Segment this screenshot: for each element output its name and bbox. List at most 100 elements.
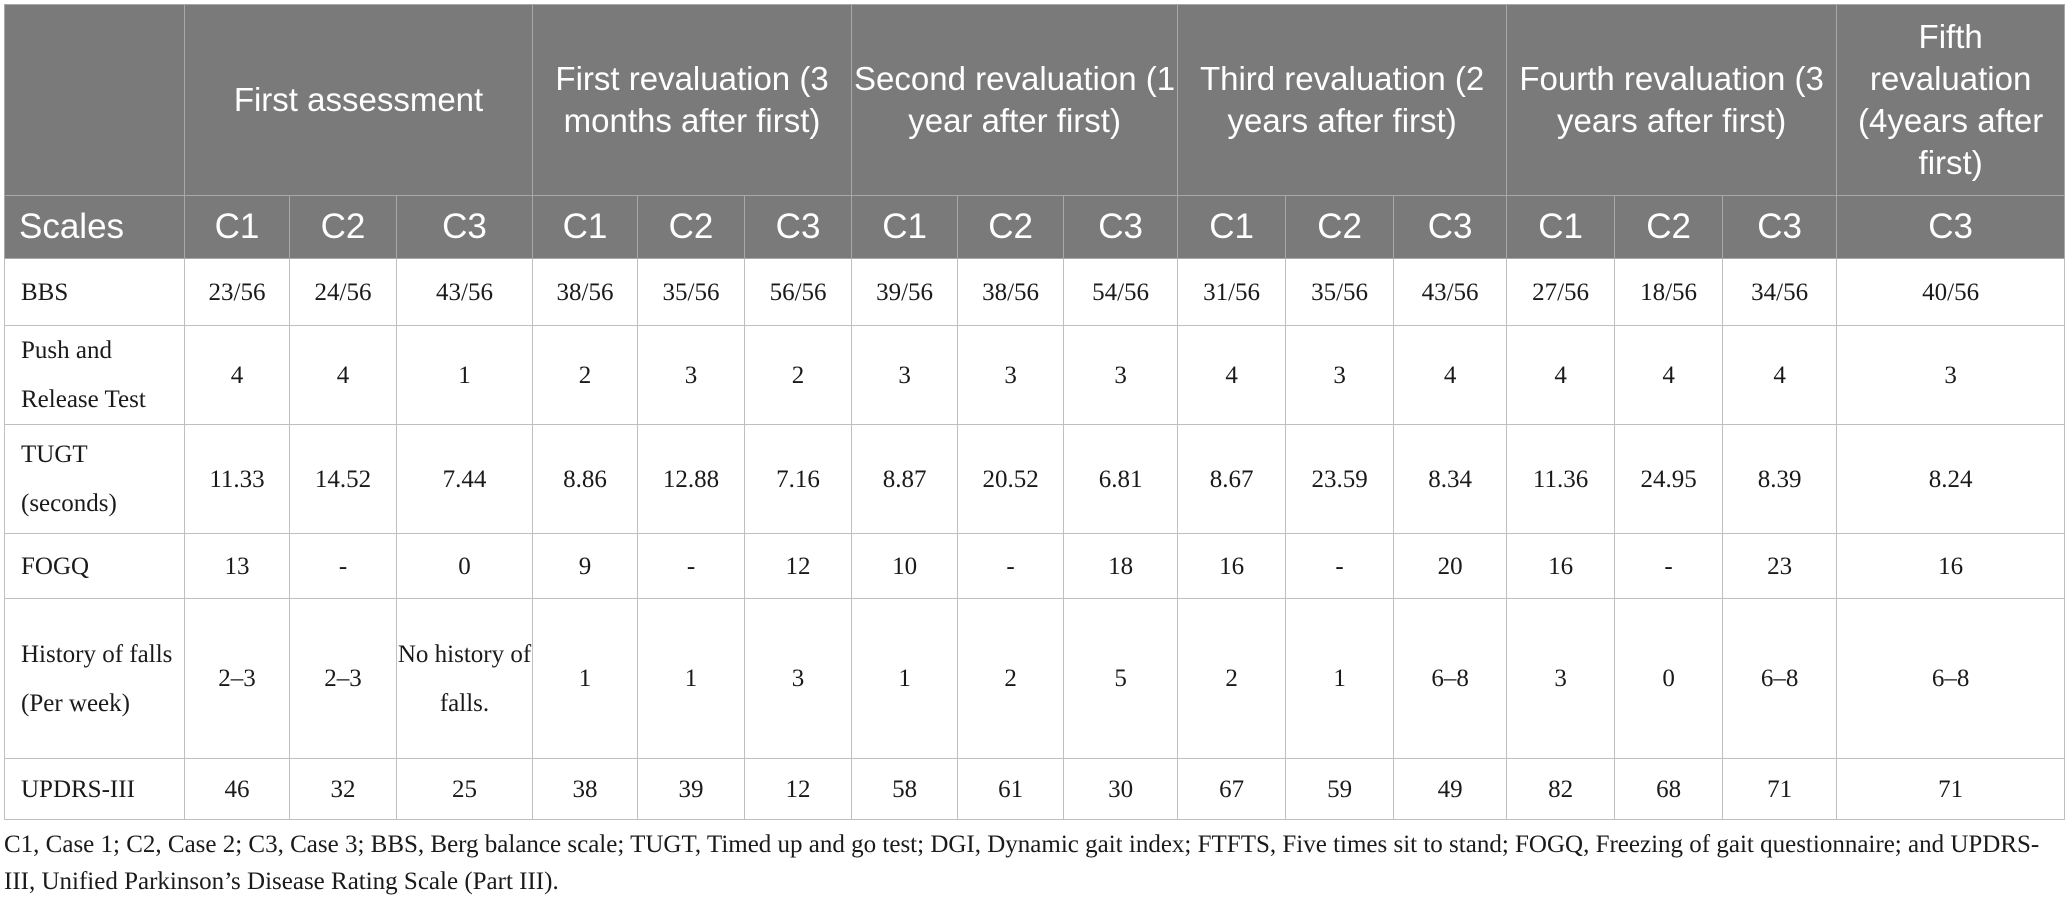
table-cell: 3 [637, 325, 746, 425]
table-cell: 18 [1063, 533, 1179, 599]
table-cell: 11.33 [184, 424, 290, 534]
table-cell: 49 [1393, 758, 1508, 820]
table-cell: 23.59 [1285, 424, 1395, 534]
table-cell: 56/56 [744, 258, 853, 326]
table-cell: 13 [184, 533, 290, 599]
header-case: C1 [1177, 195, 1287, 259]
header-case: C2 [1614, 195, 1724, 259]
table-cell: 30 [1063, 758, 1179, 820]
table-cell: 12.88 [637, 424, 746, 534]
row-label: UPDRS-III [4, 758, 185, 820]
table-cell: 38/56 [532, 258, 639, 326]
table-cell: No history of falls. [395, 598, 534, 759]
table-cell: 67 [1177, 758, 1287, 820]
group-header-row: First assessment First revaluation (3 mo… [4, 4, 2066, 196]
table-cell: 43/56 [395, 258, 534, 326]
header-case: C3 [1836, 195, 2066, 259]
table-cell: 12 [744, 758, 853, 820]
header-scales: Scales [4, 195, 185, 259]
table-cell: 8.86 [532, 424, 639, 534]
table-cell: 39/56 [851, 258, 959, 326]
table-cell: 43/56 [1393, 258, 1508, 326]
table-cell: - [957, 533, 1065, 599]
table-cell: 31/56 [1177, 258, 1287, 326]
table-cell: 4 [1722, 325, 1838, 425]
header-case: C2 [289, 195, 397, 259]
header-first-assessment: First assessment [183, 4, 534, 196]
row-label: TUGT (seconds) [4, 424, 185, 534]
table-cell: 6–8 [1393, 598, 1508, 759]
row-label: Push and Release Test [4, 325, 185, 425]
table-cell: 0 [1614, 598, 1724, 759]
table-cell: 4 [1506, 325, 1616, 425]
table-cell: 27/56 [1506, 258, 1616, 326]
row-label: FOGQ [4, 533, 185, 599]
header-case: C1 [532, 195, 639, 259]
table-cell: 10 [851, 533, 959, 599]
table-cell: 8.39 [1722, 424, 1838, 534]
table-cell: 1 [851, 598, 959, 759]
table-cell: 3 [1285, 325, 1395, 425]
table-cell: - [637, 533, 746, 599]
table-cell: 16 [1506, 533, 1616, 599]
row-label: History of falls (Per week) [4, 598, 185, 759]
header-case: C3 [1063, 195, 1179, 259]
table-cell: 35/56 [637, 258, 746, 326]
table-cell: 0 [395, 533, 534, 599]
table-cell: 6–8 [1836, 598, 2066, 759]
table-cell: 54/56 [1063, 258, 1179, 326]
header-case: C3 [744, 195, 853, 259]
table-cell: 4 [184, 325, 290, 425]
header-case: C1 [184, 195, 290, 259]
table-cell: 3 [1506, 598, 1616, 759]
table-cell: 2–3 [184, 598, 290, 759]
header-second-revaluation: Second revaluation (1 year after first) [851, 4, 1179, 196]
table-cell: 3 [1063, 325, 1179, 425]
table-cell: 46 [184, 758, 290, 820]
table-cell: - [1614, 533, 1724, 599]
table-cell: 24.95 [1614, 424, 1724, 534]
table-cell: 8.24 [1836, 424, 2066, 534]
table-cell: 71 [1722, 758, 1838, 820]
table-cell: 71 [1836, 758, 2066, 820]
table-cell: 3 [851, 325, 959, 425]
table-row: BBS 23/56 24/56 43/56 38/56 35/56 56/56 39/56 38… [4, 258, 2066, 326]
table-cell: 58 [851, 758, 959, 820]
table-cell: 16 [1836, 533, 2066, 599]
sub-header-row: Scales C1 C2 C3 C1 C2 C3 C1 C2 C3 C1 C2 C3 C1 C2 C3 C3 [4, 195, 2066, 259]
header-third-revaluation: Third revaluation (2 years after first) [1177, 4, 1508, 196]
table-cell: 2 [744, 325, 853, 425]
table-cell: 1 [395, 325, 534, 425]
row-label: BBS [4, 258, 185, 326]
table-cell: 11.36 [1506, 424, 1616, 534]
table-cell: 2 [1177, 598, 1287, 759]
table-cell: - [289, 533, 397, 599]
table-footnote: C1, Case 1; C2, Case 2; C3, Case 3; BBS,… [4, 831, 2040, 895]
table-cell: 5 [1063, 598, 1179, 759]
table-cell: 25 [395, 758, 534, 820]
table-cell: 4 [1614, 325, 1724, 425]
table-cell: 16 [1177, 533, 1287, 599]
header-case: C2 [1285, 195, 1395, 259]
table-cell: 6–8 [1722, 598, 1838, 759]
table-cell: 3 [957, 325, 1065, 425]
table-cell: 24/56 [289, 258, 397, 326]
header-case: C1 [851, 195, 959, 259]
table-cell: 20.52 [957, 424, 1065, 534]
table-cell: 32 [289, 758, 397, 820]
table-cell: 39 [637, 758, 746, 820]
table-cell: 8.34 [1393, 424, 1508, 534]
table-cell: - [1285, 533, 1395, 599]
results-table: First assessment First revaluation (3 mo… [4, 4, 2066, 820]
table-cell: 3 [1836, 325, 2066, 425]
table-row: FOGQ 13-0 9-12 10-18 16-20 16-23 16 [4, 533, 2066, 599]
table-cell: 7.44 [395, 424, 534, 534]
table-cell: 2 [532, 325, 639, 425]
header-first-revaluation: First revaluation (3 months after first) [532, 4, 853, 196]
header-case: C3 [1393, 195, 1508, 259]
table-cell: 1 [532, 598, 639, 759]
header-blank [4, 4, 185, 196]
table-cell: 2 [957, 598, 1065, 759]
table-cell: 2–3 [289, 598, 397, 759]
table-cell: 4 [1393, 325, 1508, 425]
